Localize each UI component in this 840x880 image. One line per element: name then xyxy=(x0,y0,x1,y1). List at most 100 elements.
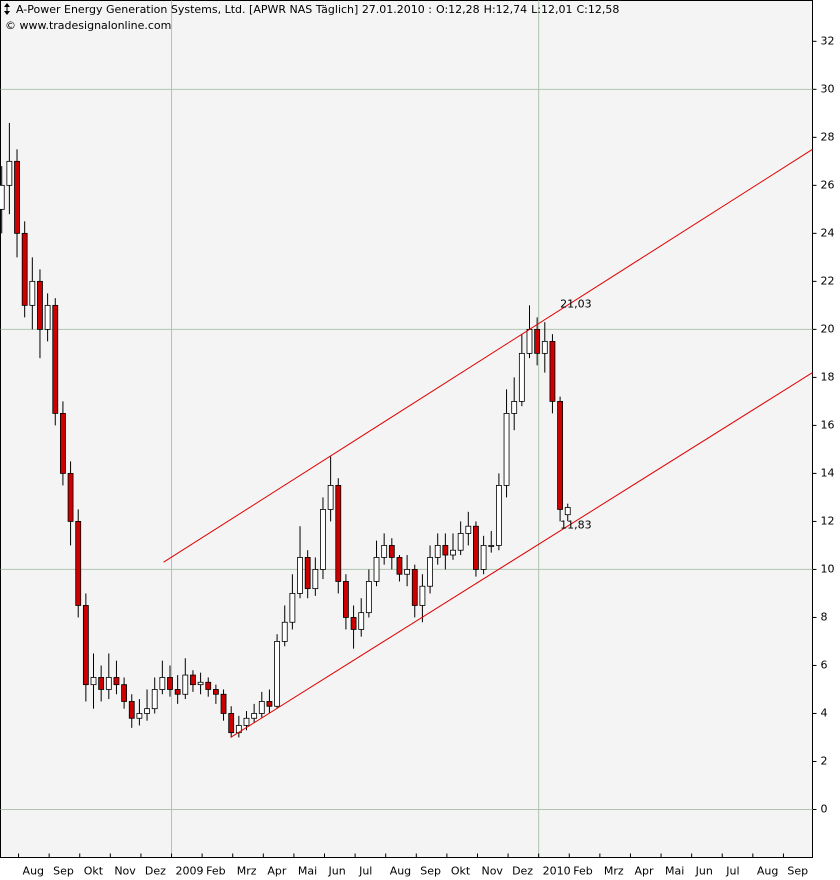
candle-body xyxy=(159,677,166,690)
candle-body xyxy=(281,621,288,642)
y-tick-label: 32 xyxy=(821,34,835,47)
channel-line xyxy=(163,148,813,563)
ohlc-label: H:12,74 xyxy=(484,3,527,16)
candle-body xyxy=(121,684,128,702)
candle-body xyxy=(220,693,227,714)
x-tick-label: Mai xyxy=(298,865,317,878)
candle-body xyxy=(251,713,258,719)
candle-body xyxy=(98,677,105,690)
candle-body xyxy=(534,328,541,354)
x-tick-label: Sep xyxy=(787,865,808,878)
y-tick-label: 8 xyxy=(821,610,828,623)
ohlc-label: O:12,28 xyxy=(436,3,480,16)
x-tick-label: Dez xyxy=(145,865,166,878)
x-tick-label: Mai xyxy=(665,865,684,878)
candle-body xyxy=(67,473,74,522)
candle-body xyxy=(564,507,571,516)
candle-body xyxy=(228,713,235,734)
candle-body xyxy=(518,352,525,402)
plot-layer: 21,03 11,83 xyxy=(0,0,813,858)
candle-body xyxy=(37,280,43,330)
candle-body xyxy=(503,412,510,486)
channel-line xyxy=(230,372,813,738)
candle-body xyxy=(541,340,548,354)
x-tick-label: Feb xyxy=(573,865,592,878)
candle-body xyxy=(136,713,143,719)
channel-label: 21,03 xyxy=(560,298,592,311)
resize-icon xyxy=(4,3,10,15)
candle-body xyxy=(289,593,296,623)
y-tick-label: 16 xyxy=(821,418,835,431)
x-tick-label: Jul xyxy=(725,865,739,878)
candle-body xyxy=(167,677,173,690)
candle-body xyxy=(212,689,219,695)
candle-body xyxy=(427,557,433,587)
candle-body xyxy=(358,612,365,630)
candle-body xyxy=(526,328,533,354)
candle-body xyxy=(304,557,311,590)
candle-body xyxy=(327,485,334,510)
x-tick-label: Okt xyxy=(451,865,471,878)
x-tick-label: Okt xyxy=(84,865,104,878)
y-tick-label: 2 xyxy=(821,754,828,767)
candle-body xyxy=(442,545,449,556)
candle-body xyxy=(495,485,502,546)
x-tick-label: Aug xyxy=(23,865,44,878)
candle-body xyxy=(404,569,411,575)
candle-body xyxy=(128,701,135,719)
candle-body xyxy=(549,340,556,402)
y-tick-label: 28 xyxy=(821,130,835,143)
y-tick-label: 30 xyxy=(821,82,835,95)
y-tick-label: 14 xyxy=(821,466,835,479)
x-tick-label: Apr xyxy=(267,865,287,878)
y-tick-label: 4 xyxy=(821,706,828,719)
candle-body xyxy=(113,677,120,686)
candle-body xyxy=(44,304,51,330)
candle-body xyxy=(14,160,20,234)
candle-body xyxy=(457,533,464,551)
x-tick-label: Jun xyxy=(695,865,713,878)
candle-body xyxy=(365,581,372,614)
x-tick-label: Nov xyxy=(481,865,503,878)
candle-body xyxy=(450,549,456,556)
candle-body xyxy=(182,674,189,695)
y-tick-label: 18 xyxy=(821,370,835,383)
x-tick-label: Mrz xyxy=(237,865,257,878)
candle-body xyxy=(434,545,441,558)
x-tick-label: Nov xyxy=(114,865,136,878)
candle-body xyxy=(29,280,36,306)
x-tick-label: Aug xyxy=(757,865,778,878)
x-tick-label: Sep xyxy=(53,865,74,878)
candle-body xyxy=(144,708,150,714)
candle-body xyxy=(335,485,342,582)
plot-area xyxy=(0,0,813,858)
y-tick-label: 26 xyxy=(821,178,835,191)
candle-body xyxy=(151,689,158,710)
y-tick-label: 0 xyxy=(821,802,828,815)
y-tick-label: 20 xyxy=(821,322,835,335)
candle-body xyxy=(82,605,89,686)
candle-body xyxy=(258,701,265,714)
candle-body xyxy=(75,521,82,606)
ohlc-label: L:12,01 xyxy=(531,3,572,16)
candle-body xyxy=(6,160,13,186)
y-tick-label: 6 xyxy=(821,658,828,671)
candle-body xyxy=(350,617,357,630)
y-tick-label: 10 xyxy=(821,562,835,575)
candle-body xyxy=(60,412,66,474)
candle-body xyxy=(465,525,472,534)
candle-body xyxy=(388,545,395,558)
x-tick-label: Dez xyxy=(512,865,533,878)
x-tick-label: Sep xyxy=(420,865,441,878)
x-tick-label: Jul xyxy=(358,865,372,878)
candle-body xyxy=(190,674,196,686)
candle-body xyxy=(320,509,326,570)
candle-body xyxy=(511,400,518,414)
chart-title: A-Power Energy Generation Systems, Ltd. … xyxy=(16,3,432,16)
x-tick-label: Aug xyxy=(390,865,411,878)
candle-body xyxy=(274,641,280,707)
candle-body xyxy=(243,717,250,726)
candle-body xyxy=(21,232,28,306)
